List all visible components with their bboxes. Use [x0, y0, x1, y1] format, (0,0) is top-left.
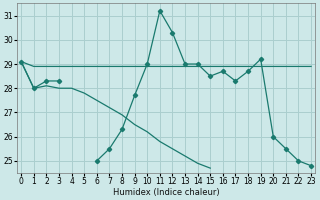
X-axis label: Humidex (Indice chaleur): Humidex (Indice chaleur)	[113, 188, 220, 197]
